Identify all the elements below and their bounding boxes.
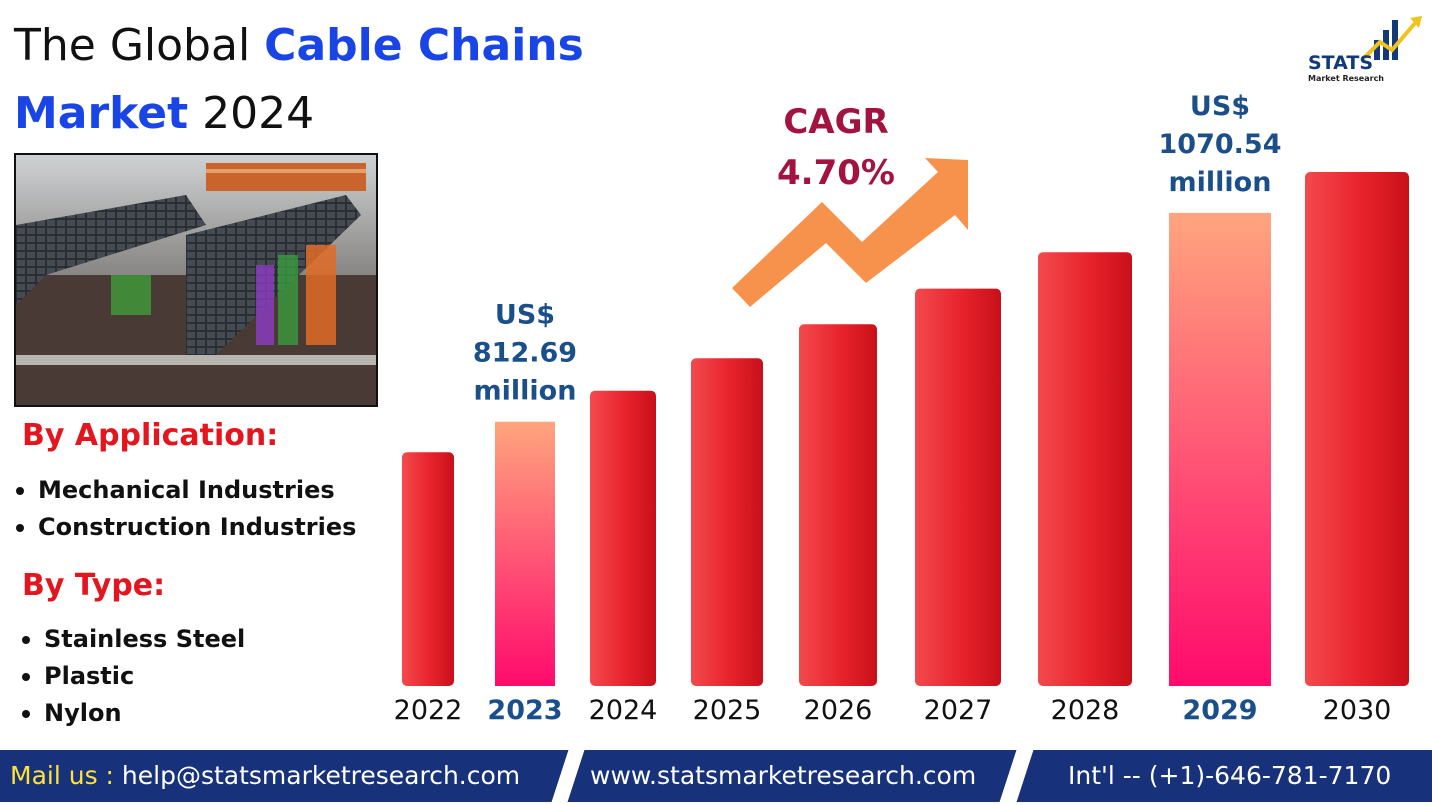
- logo-bars-icon: [1360, 16, 1422, 62]
- title-prefix: The Global: [14, 20, 265, 71]
- bar-2030: [1305, 172, 1409, 686]
- value-annotation-2023: million: [474, 376, 577, 407]
- logo-subtext: Market Research: [1308, 74, 1384, 83]
- bar-2027: [915, 288, 1001, 686]
- footer-website[interactable]: www.statsmarketresearch.com: [590, 761, 977, 790]
- bar-2022: [402, 452, 454, 686]
- footer-email[interactable]: Mail us : help@statsmarketresearch.com: [10, 750, 520, 802]
- x-tick-label: 2025: [693, 695, 762, 726]
- x-tick-label: 2030: [1323, 695, 1392, 726]
- logo-text: STATS: [1308, 52, 1374, 74]
- x-tick-label: 2029: [1182, 695, 1257, 726]
- type-item: Nylon: [20, 695, 245, 732]
- title-line-1: The Global Cable Chains: [14, 20, 584, 72]
- market-bar-chart: CAGR 4.70% 2022 2023 2024 2025 2026 2027 2028 2…: [394, 91, 1409, 726]
- email-link[interactable]: help@statsmarketresearch.com: [121, 761, 521, 790]
- x-tick-label: 2028: [1051, 695, 1120, 726]
- footer-phone[interactable]: Int'l -- (+1)-646-781-7170: [1068, 761, 1392, 790]
- bar-2029: [1169, 212, 1271, 686]
- application-item: Mechanical Industries: [14, 472, 356, 509]
- application-item: Construction Industries: [14, 509, 356, 546]
- bar-2028: [1038, 252, 1132, 686]
- brand-logo: STATS Market Research: [1306, 12, 1426, 84]
- type-heading: By Type:: [22, 568, 166, 603]
- bar-2024: [590, 390, 656, 686]
- value-annotation-2029: million: [1169, 167, 1272, 198]
- value-annotation-2029: US$: [1190, 91, 1250, 122]
- footer-bar: Mail us : help@statsmarketresearch.com w…: [0, 750, 1432, 802]
- value-annotation-2023: US$: [495, 300, 555, 331]
- cable-chain-photo: [14, 153, 378, 407]
- bar-2026: [799, 324, 877, 686]
- x-tick-label: 2026: [804, 695, 873, 726]
- title-line-2: Market 2024: [14, 88, 314, 140]
- x-tick-label: 2027: [924, 695, 993, 726]
- title-year: 2024: [188, 88, 315, 139]
- cagr-value: 4.70%: [777, 153, 895, 193]
- cagr-arrow-icon: [732, 158, 968, 307]
- x-tick-label: 2024: [589, 695, 658, 726]
- title-market: Market: [14, 88, 189, 139]
- type-item: Plastic: [20, 658, 245, 695]
- x-tick-label: 2022: [394, 695, 463, 726]
- application-heading: By Application:: [22, 418, 279, 453]
- type-list: Stainless Steel Plastic Nylon: [20, 621, 245, 732]
- value-annotation-2023: 812.69: [473, 338, 577, 369]
- cagr-label: CAGR: [783, 102, 888, 142]
- type-item: Stainless Steel: [20, 621, 245, 658]
- title-product: Cable Chains: [264, 20, 584, 71]
- value-annotation-2029: 1070.54: [1159, 129, 1282, 160]
- mail-label: Mail us :: [10, 761, 122, 790]
- x-tick-label: 2023: [487, 695, 562, 726]
- application-list: Mechanical Industries Construction Indus…: [14, 472, 356, 546]
- bar-2023: [495, 421, 555, 686]
- bar-2025: [691, 358, 763, 686]
